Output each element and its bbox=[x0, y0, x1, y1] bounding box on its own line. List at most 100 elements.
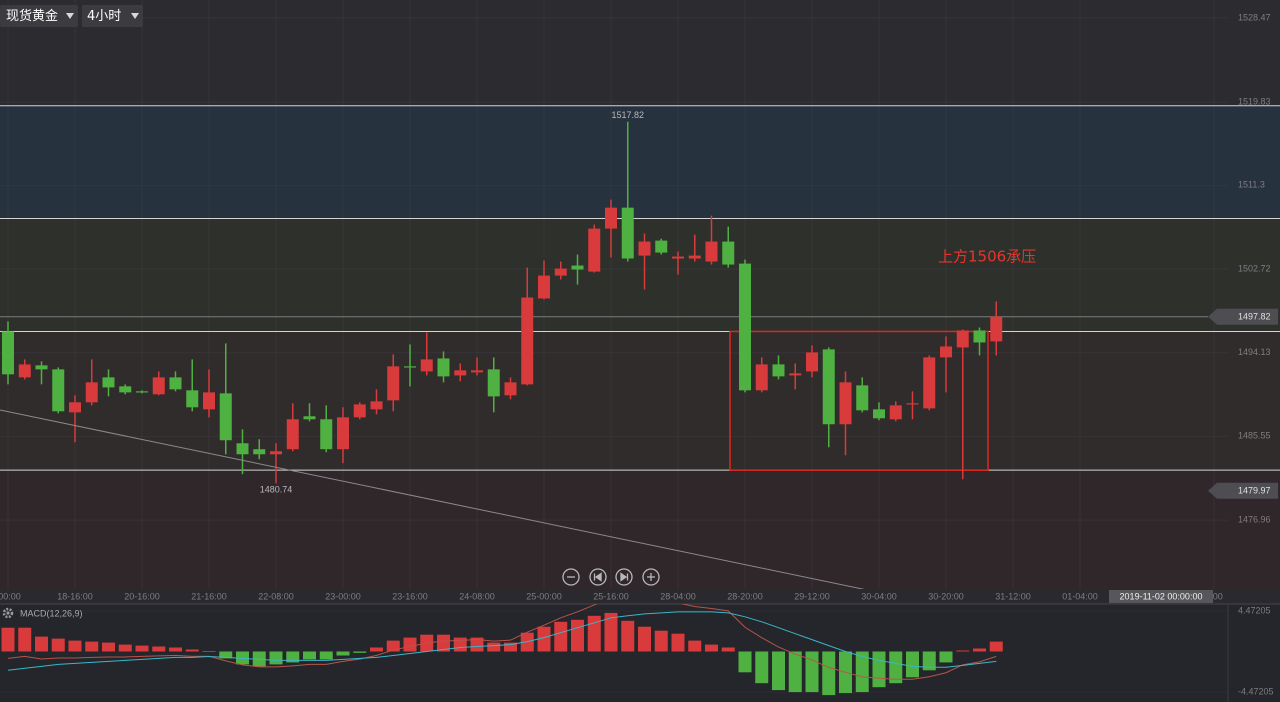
candle-body bbox=[789, 373, 802, 376]
macd-bar bbox=[35, 636, 48, 652]
macd-bar bbox=[688, 640, 702, 652]
macd-bar bbox=[571, 619, 584, 652]
candle-body bbox=[923, 357, 936, 409]
candle-body bbox=[722, 241, 735, 265]
y-tick-label: 1502.72 bbox=[1238, 263, 1271, 273]
macd-bar bbox=[470, 637, 484, 652]
x-tick-label: 29-12:00 bbox=[794, 591, 830, 601]
macd-bar bbox=[721, 647, 735, 652]
candle-body bbox=[270, 451, 282, 455]
candle-body bbox=[839, 382, 852, 425]
x-tick-label: 21-16:00 bbox=[191, 591, 227, 601]
candle-body bbox=[420, 359, 433, 372]
macd-bar bbox=[453, 637, 467, 652]
macd-bar bbox=[219, 651, 233, 659]
macd-bar bbox=[855, 651, 869, 693]
nav-buttons bbox=[562, 568, 660, 586]
x-tick-label: 28-20:00 bbox=[727, 591, 763, 601]
macd-bar bbox=[939, 651, 953, 663]
candle-body bbox=[755, 364, 768, 391]
price-tag-label: 1497.82 bbox=[1238, 312, 1271, 322]
macd-bar bbox=[319, 651, 333, 660]
low-label: 1480.74 bbox=[260, 485, 293, 495]
candle-body bbox=[521, 297, 534, 385]
x-tick-label: -00:00 bbox=[0, 591, 21, 601]
candle-body bbox=[303, 416, 316, 420]
macd-bar bbox=[621, 620, 635, 652]
candle-body bbox=[940, 346, 952, 358]
macd-bar bbox=[487, 642, 501, 652]
macd-bar bbox=[102, 642, 115, 652]
x-tick-label: 30-04:00 bbox=[861, 591, 897, 601]
candle-body bbox=[873, 409, 885, 419]
scroll-start-button[interactable] bbox=[589, 568, 607, 586]
candle-body bbox=[35, 365, 48, 370]
high-label: 1517.82 bbox=[611, 110, 644, 120]
candle-body bbox=[454, 370, 467, 376]
x-tick-label: 23-16:00 bbox=[392, 591, 428, 601]
macd-bar bbox=[755, 651, 769, 684]
y-tick-label: 1485.55 bbox=[1238, 431, 1271, 441]
candle-body bbox=[437, 358, 450, 377]
x-tick-label: 24-08:00 bbox=[459, 591, 495, 601]
x-tick-label: 2:00 bbox=[1205, 591, 1223, 601]
candle-body bbox=[772, 364, 785, 377]
cursor-time: 2019-11-02 00:00:00 bbox=[1109, 590, 1213, 603]
x-axis: -00:00 18-16:00 20-16:00 21-16:00 22-08:00 23… bbox=[0, 589, 1280, 604]
y-tick-label: -4.47205 bbox=[1238, 686, 1274, 696]
x-tick-label: 20-16:00 bbox=[124, 591, 160, 601]
macd-bar bbox=[152, 646, 166, 652]
y-tick-label: 1476.96 bbox=[1238, 514, 1271, 524]
candle-body bbox=[705, 241, 718, 262]
macd-bar bbox=[638, 626, 651, 652]
macd-bar bbox=[772, 651, 785, 691]
macd-plot bbox=[0, 604, 1228, 696]
macd-bar bbox=[738, 651, 752, 673]
macd-bar bbox=[336, 651, 350, 656]
macd-bar bbox=[135, 645, 149, 652]
candle-body bbox=[655, 240, 668, 253]
macd-bar bbox=[956, 650, 970, 652]
candle-body bbox=[236, 443, 249, 455]
candle-body bbox=[906, 403, 919, 405]
candle-body bbox=[638, 241, 651, 256]
candle-body bbox=[52, 369, 65, 412]
candle-body bbox=[203, 392, 215, 410]
candle-body bbox=[186, 390, 199, 408]
x-tick-label: 01-04:00 bbox=[1062, 591, 1098, 601]
macd-bar bbox=[118, 644, 132, 652]
dif-line bbox=[7, 604, 997, 680]
candle-body bbox=[219, 393, 232, 441]
gear-icon[interactable] bbox=[2, 607, 14, 619]
trend-line bbox=[0, 409, 931, 604]
overlay: MACD(12,26,9) 现货黄金 4小时 bbox=[0, 5, 660, 619]
macd-bar bbox=[504, 642, 517, 652]
candle-body bbox=[806, 352, 818, 372]
macd-bar bbox=[705, 644, 718, 652]
macd-bar bbox=[671, 633, 685, 652]
candle-body bbox=[387, 366, 400, 401]
macd-bar bbox=[18, 627, 32, 652]
symbol-dropdown[interactable]: 现货黄金 bbox=[0, 5, 78, 27]
candle-body bbox=[471, 370, 483, 373]
zoom-out-button[interactable] bbox=[562, 568, 580, 586]
timeframe-dropdown[interactable]: 4小时 bbox=[82, 5, 143, 27]
price-zone bbox=[0, 105, 1280, 219]
y-tick-label: 1511.3 bbox=[1238, 180, 1265, 190]
macd-bar bbox=[269, 651, 283, 665]
candle-body bbox=[538, 275, 550, 299]
candle-body bbox=[504, 382, 517, 396]
candle-body bbox=[169, 377, 182, 390]
candle-body bbox=[605, 207, 617, 229]
scroll-end-button[interactable] bbox=[615, 568, 633, 586]
y-tick-label: 1519.83 bbox=[1238, 97, 1271, 107]
candle-body bbox=[621, 207, 634, 259]
candle-body bbox=[152, 377, 165, 395]
zoom-in-button[interactable] bbox=[642, 568, 660, 586]
price-zone bbox=[0, 470, 1280, 589]
dea-line bbox=[7, 611, 997, 671]
candle-body bbox=[320, 419, 333, 450]
